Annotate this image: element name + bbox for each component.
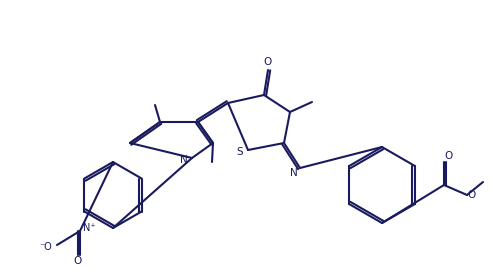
Text: O: O <box>264 57 272 67</box>
Text: N: N <box>180 155 187 165</box>
Text: ⁻O: ⁻O <box>39 242 52 252</box>
Text: S: S <box>236 147 243 157</box>
Text: O: O <box>74 256 82 266</box>
Text: N: N <box>290 168 297 178</box>
Text: O: O <box>444 151 452 161</box>
Text: N⁺: N⁺ <box>83 223 95 233</box>
Text: O: O <box>467 190 475 200</box>
